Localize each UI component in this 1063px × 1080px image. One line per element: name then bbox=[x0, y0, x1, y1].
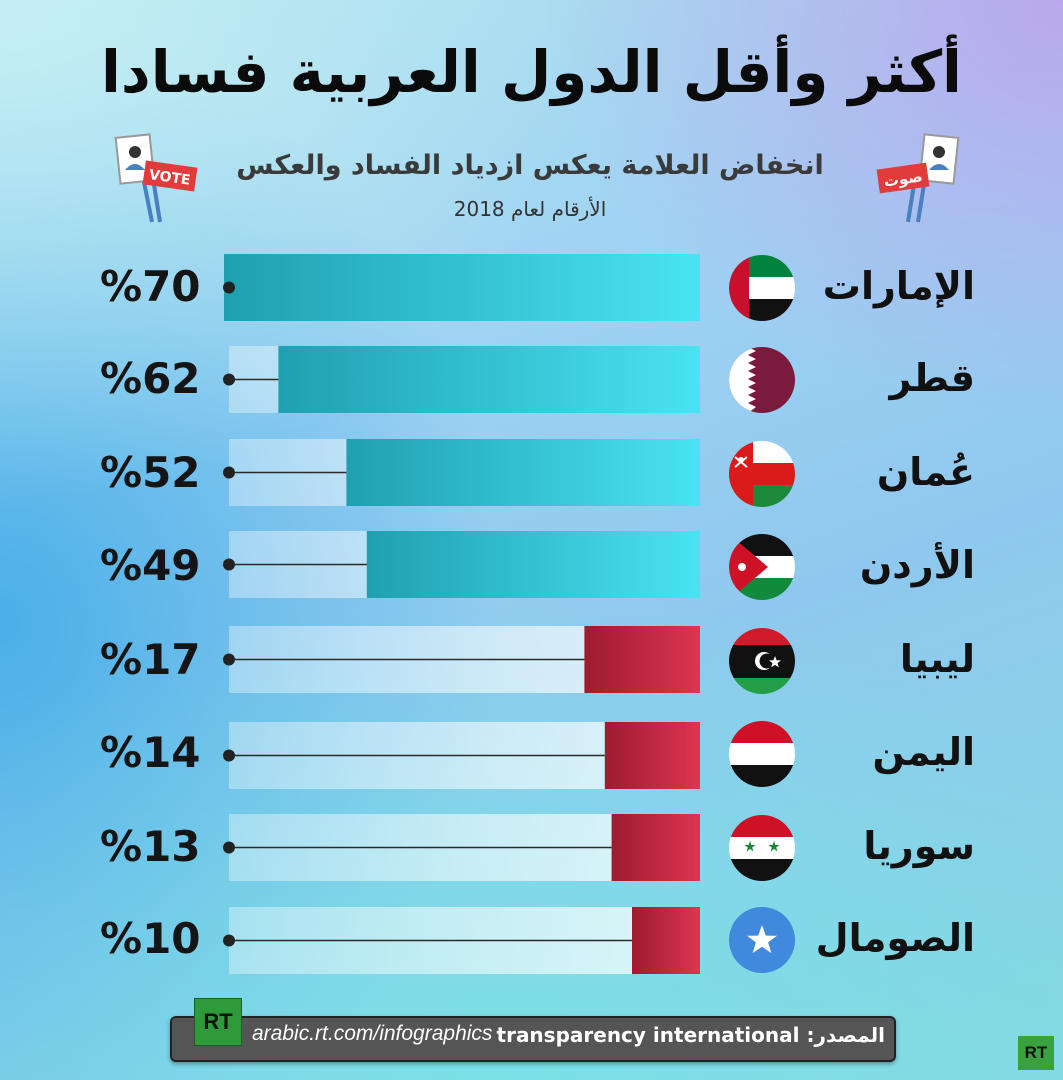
bar-syria bbox=[611, 814, 700, 881]
rt-corner-logo: RT bbox=[1018, 1036, 1054, 1070]
leader-dot-uae bbox=[223, 281, 235, 294]
footer-url[interactable]: arabic.rt.com/infographics bbox=[252, 1022, 493, 1045]
value-label-oman: %52 bbox=[100, 448, 201, 497]
bar-uae bbox=[224, 254, 700, 321]
leader-dot-yemen bbox=[223, 749, 235, 762]
country-label-uae: الإمارات bbox=[822, 264, 975, 308]
qatar-flag-icon bbox=[729, 347, 795, 413]
country-label-oman: عُمان bbox=[876, 450, 975, 494]
sawt-sign-label: صوت bbox=[883, 167, 924, 190]
value-label-qatar: %62 bbox=[100, 354, 201, 403]
footer-source: المصدر: transparency international bbox=[496, 1023, 885, 1047]
value-label-yemen: %14 bbox=[100, 728, 201, 777]
footer-bar bbox=[170, 1016, 896, 1062]
leader-dot-jordan bbox=[223, 558, 235, 571]
country-label-jordan: الأردن bbox=[859, 543, 975, 587]
sawt-sign-icon: صوت bbox=[876, 133, 960, 223]
oman-flag-icon bbox=[729, 441, 795, 507]
value-label-jordan: %49 bbox=[100, 541, 201, 590]
country-label-syria: سوريا bbox=[863, 824, 975, 868]
bar-libya bbox=[584, 626, 700, 693]
country-label-somalia: الصومال bbox=[815, 916, 975, 960]
leader-dot-somalia bbox=[223, 934, 235, 947]
value-label-somalia: %10 bbox=[100, 914, 201, 963]
value-label-uae: %70 bbox=[100, 262, 201, 311]
leader-dot-syria bbox=[223, 841, 235, 854]
syria-flag-icon bbox=[729, 815, 795, 881]
leader-dot-qatar bbox=[223, 373, 235, 386]
value-label-syria: %13 bbox=[100, 822, 201, 871]
bar-oman bbox=[346, 439, 700, 506]
chart-subtitle: انخفاض العلامة يعكس ازدياد الفساد والعكس bbox=[236, 150, 824, 181]
jordan-flag-icon bbox=[729, 534, 795, 600]
bar-jordan bbox=[366, 531, 700, 598]
year-note: الأرقام لعام 2018 bbox=[453, 197, 607, 221]
leader-dot-libya bbox=[223, 653, 235, 666]
bar-qatar bbox=[278, 346, 700, 413]
somalia-flag-icon bbox=[729, 907, 795, 973]
libya-flag-icon bbox=[729, 628, 795, 694]
yemen-flag-icon bbox=[729, 721, 795, 787]
leader-dot-oman bbox=[223, 466, 235, 479]
page-title: أكثر وأقل الدول العربية فسادا bbox=[101, 38, 962, 106]
country-label-libya: ليبيا bbox=[899, 637, 975, 681]
vote-sign-icon: VOTE bbox=[114, 133, 198, 223]
rt-logo: RT bbox=[194, 998, 242, 1046]
country-label-yemen: اليمن bbox=[872, 730, 975, 774]
bar-yemen bbox=[604, 722, 700, 789]
value-label-libya: %17 bbox=[100, 635, 201, 684]
vote-sign-label: VOTE bbox=[148, 167, 191, 189]
country-label-qatar: قطر bbox=[889, 356, 975, 400]
bar-chart bbox=[223, 254, 795, 974]
bar-somalia bbox=[632, 907, 700, 974]
uae-flag-icon bbox=[729, 255, 795, 321]
